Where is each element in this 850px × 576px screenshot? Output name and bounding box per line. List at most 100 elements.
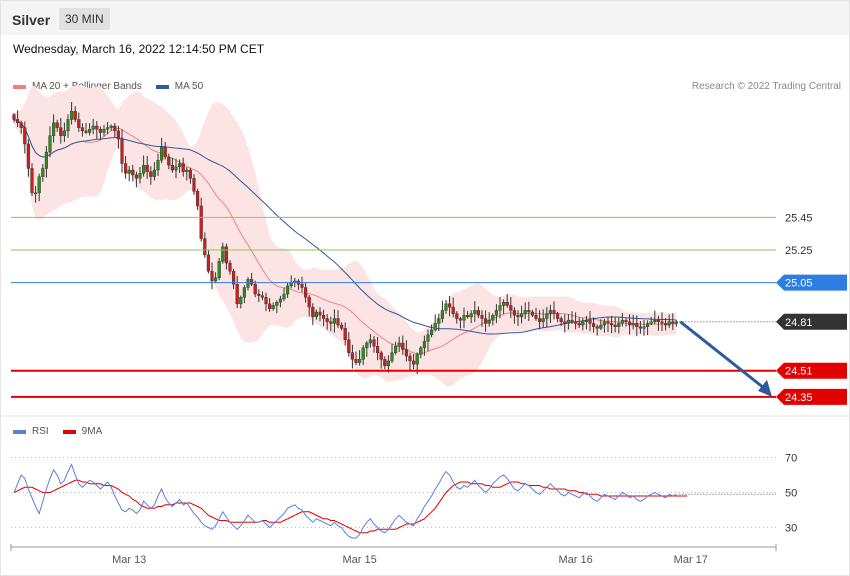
candle-body: [318, 311, 322, 316]
candle-body: [253, 284, 257, 295]
candle-body: [433, 323, 437, 331]
candle: [156, 153, 160, 176]
candle: [509, 297, 513, 318]
candle: [304, 282, 308, 303]
candle: [217, 257, 221, 281]
level-label: 24.81: [785, 317, 813, 329]
candle-body: [275, 302, 279, 306]
candle-body: [581, 321, 585, 326]
candle-body: [102, 129, 106, 133]
candle-body: [141, 164, 146, 174]
candle: [563, 314, 567, 333]
candle-body: [484, 318, 488, 324]
candle: [674, 320, 678, 327]
candle-body: [653, 319, 657, 322]
candle: [577, 317, 581, 329]
level-label: 25.25: [785, 245, 813, 257]
candle: [350, 344, 354, 369]
candle-body: [246, 279, 250, 288]
candle: [239, 295, 243, 309]
candle: [440, 300, 444, 323]
candle-body: [188, 169, 192, 179]
rsi-tick-label: 50: [785, 488, 797, 500]
candle: [177, 159, 182, 173]
candle-body: [404, 349, 408, 357]
candle-body: [437, 318, 441, 324]
candle-body: [574, 321, 578, 324]
rsi-legend-label: RSI: [32, 426, 49, 437]
candle: [397, 336, 401, 352]
candle: [203, 232, 207, 258]
level-label: 24.35: [785, 392, 813, 404]
candle-body: [570, 319, 574, 322]
candle-body: [217, 261, 221, 278]
candle-body: [430, 329, 434, 336]
candle: [379, 350, 383, 369]
candle: [224, 243, 228, 270]
candle-body: [332, 318, 336, 324]
candle-body: [462, 315, 466, 321]
candle: [134, 171, 138, 188]
x-tick-label: Mar 17: [674, 554, 708, 566]
candle: [523, 302, 527, 320]
candle: [656, 315, 660, 331]
candle: [584, 315, 588, 330]
candle-body: [249, 279, 254, 285]
candle: [667, 314, 671, 328]
candle: [307, 294, 311, 317]
rsi-line: [13, 463, 677, 539]
candle-body: [602, 321, 606, 326]
candle-body: [368, 339, 372, 344]
candle-body: [55, 122, 59, 128]
candle: [347, 332, 351, 357]
candle-body: [98, 129, 102, 133]
candle: [430, 324, 434, 338]
candle: [444, 300, 448, 314]
candle-body: [613, 324, 617, 327]
candle-body: [286, 285, 290, 295]
candle-body: [617, 323, 621, 327]
candle-body: [177, 163, 182, 167]
candle: [23, 121, 27, 154]
candle-body: [120, 138, 124, 164]
candle-body: [419, 347, 423, 355]
candle: [246, 277, 250, 291]
candle: [185, 167, 189, 181]
candle: [159, 137, 164, 164]
candle: [620, 313, 624, 327]
candle-body: [12, 114, 16, 120]
candle-body: [595, 326, 599, 329]
candle-body: [469, 313, 473, 318]
candle: [37, 173, 41, 202]
x-tick-label: Mar 16: [558, 554, 592, 566]
candle-body: [509, 305, 513, 311]
candle: [376, 337, 380, 361]
candle: [102, 124, 106, 137]
candle-body: [584, 319, 588, 322]
candle-body: [16, 119, 20, 123]
candle-body: [354, 359, 358, 363]
candle: [149, 166, 153, 185]
candle-body: [192, 178, 196, 192]
candle-body: [170, 164, 174, 171]
forecast-arrow-head: [758, 379, 772, 397]
candle-body: [268, 303, 272, 309]
candle-body: [152, 169, 156, 177]
candle-body: [213, 277, 218, 282]
candle: [448, 295, 452, 317]
candle: [538, 310, 542, 330]
candle: [628, 314, 632, 335]
candle: [552, 301, 556, 320]
candle-body: [167, 156, 171, 166]
candle-body: [84, 130, 88, 133]
timeframe-button[interactable]: 30 MIN: [59, 8, 110, 30]
candle-body: [113, 125, 117, 132]
candle-body: [390, 352, 394, 362]
candle: [66, 114, 70, 138]
candle-body: [448, 303, 452, 308]
ma50-swatch: [155, 84, 169, 89]
candle-body: [206, 254, 210, 272]
candle-body: [23, 127, 27, 145]
candle-body: [77, 119, 81, 128]
